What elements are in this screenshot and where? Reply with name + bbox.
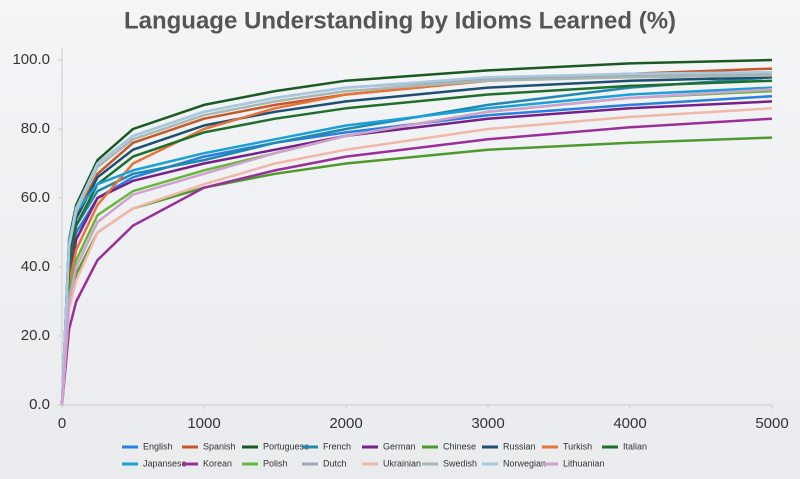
legend-label: Norwegian bbox=[503, 458, 546, 468]
legend-label: German bbox=[383, 441, 416, 451]
legend-label: Turkish bbox=[563, 441, 592, 451]
x-tick-label: 5000 bbox=[755, 415, 788, 432]
legend-label: Chinese bbox=[443, 441, 476, 451]
x-tick-label: 3000 bbox=[471, 415, 504, 432]
series-line bbox=[60, 100, 773, 406]
series-line bbox=[60, 67, 773, 406]
series-line bbox=[60, 58, 773, 406]
legend-label: Lithuanian bbox=[563, 458, 605, 468]
legend-label: Italian bbox=[623, 441, 647, 451]
legend-label: Portuguese bbox=[263, 441, 309, 451]
series-line bbox=[60, 107, 773, 406]
series-line bbox=[60, 76, 773, 406]
legend-label: Korean bbox=[203, 458, 232, 468]
y-tick-label: 20.0 bbox=[21, 327, 50, 344]
y-tick-label: 80.0 bbox=[21, 120, 50, 137]
legend-label: Russian bbox=[503, 441, 536, 451]
series-line bbox=[60, 136, 773, 406]
y-tick-label: 0.0 bbox=[29, 396, 50, 413]
y-tick-label: 100.0 bbox=[12, 51, 50, 68]
x-tick-label: 4000 bbox=[613, 415, 646, 432]
legend-label: Swedish bbox=[443, 458, 477, 468]
series-line bbox=[60, 79, 773, 406]
x-tick-label: 0 bbox=[58, 415, 66, 432]
legend-label: Ukrainian bbox=[383, 458, 421, 468]
series-line bbox=[60, 88, 773, 406]
y-tick-label: 40.0 bbox=[21, 258, 50, 275]
legend-label: English bbox=[143, 441, 173, 451]
chart-title: Language Understanding by Idioms Learned… bbox=[124, 7, 676, 34]
legend-label: Japansese bbox=[143, 458, 187, 468]
legend-label: French bbox=[323, 441, 351, 451]
legend-label: Polish bbox=[263, 458, 288, 468]
series-line bbox=[60, 86, 773, 406]
series-line bbox=[60, 117, 773, 406]
series-line bbox=[60, 70, 773, 406]
x-tick-label: 1000 bbox=[187, 415, 220, 432]
legend-label: Dutch bbox=[323, 458, 347, 468]
legend-label: Spanish bbox=[203, 441, 236, 451]
x-tick-label: 2000 bbox=[329, 415, 362, 432]
y-tick-label: 60.0 bbox=[21, 189, 50, 206]
